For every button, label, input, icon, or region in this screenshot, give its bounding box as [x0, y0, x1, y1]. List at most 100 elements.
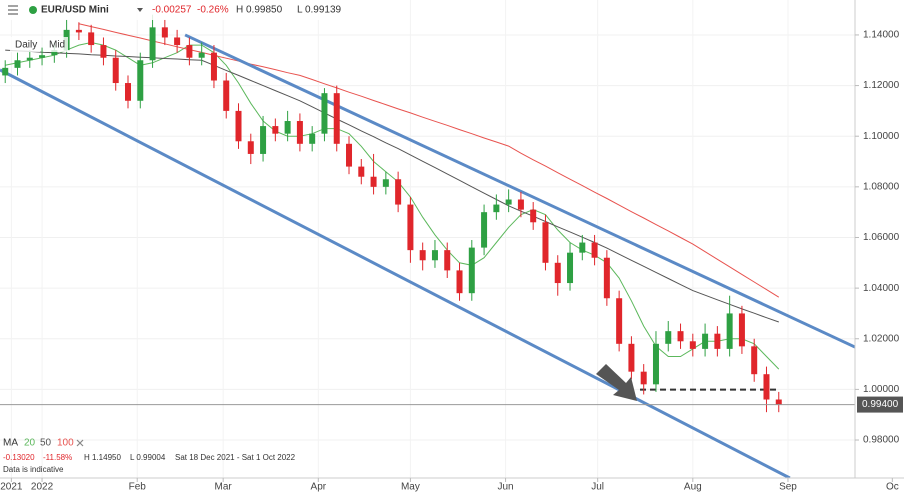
candle-body [333, 93, 340, 144]
candle-body [652, 343, 659, 385]
dropdown-caret[interactable] [137, 8, 143, 12]
candle-body [88, 32, 95, 46]
candle-body [677, 331, 684, 342]
candle-body [112, 57, 119, 84]
candle-body [2, 67, 9, 76]
candle-body [137, 60, 144, 101]
legend-entry[interactable]: 20 [24, 438, 36, 449]
candle-body [26, 57, 33, 61]
period-change-pct: -11.58% [43, 453, 72, 462]
candle-body [296, 121, 303, 144]
candle-body [186, 45, 193, 58]
candle-body [149, 27, 156, 61]
x-tick-label: Feb [129, 482, 147, 493]
candle-body [14, 60, 21, 68]
y-tick-label: 1.14000 [863, 30, 900, 41]
header-bg [0, 0, 400, 20]
candle-body [210, 52, 217, 81]
candle-body [517, 199, 524, 210]
data-layer [0, 14, 904, 480]
candle-body [468, 247, 475, 294]
candle-body [272, 126, 279, 134]
candle-body [554, 262, 561, 284]
candle-body [198, 52, 205, 58]
x-tick-label: Jun [498, 482, 514, 493]
y-tick-label: 0.98000 [863, 435, 900, 446]
status-dot [29, 6, 37, 14]
candle-body [309, 133, 316, 144]
candle-body [321, 93, 328, 134]
header: EUR/USD Mini -0.00257 -0.26% H 0.99850 L… [0, 0, 400, 20]
trendline [0, 68, 791, 480]
low-label: L 0.99139 [297, 5, 342, 16]
candle-body [407, 204, 414, 251]
candle-body [235, 110, 242, 142]
candle-body [714, 333, 721, 349]
candle-body [505, 199, 512, 205]
trendline [184, 33, 904, 372]
instrument-title[interactable]: EUR/USD Mini [41, 5, 109, 16]
y-tick-label: 1.02000 [863, 333, 900, 344]
candle-body [456, 270, 463, 294]
candle-body [665, 331, 672, 344]
candle-body [284, 121, 291, 134]
y-tick-label: 1.10000 [863, 131, 900, 142]
candle-body [775, 399, 782, 405]
candle-body [370, 176, 377, 187]
price-type-buttons: Daily Mid [10, 37, 68, 52]
period-change: -0.13020 [3, 453, 35, 462]
button-bg [10, 37, 40, 52]
legend-entry[interactable]: 100 [57, 438, 74, 449]
candle-body [260, 126, 267, 154]
mid-button[interactable]: Mid [49, 40, 65, 51]
daily-button[interactable]: Daily [15, 40, 37, 51]
x-tick-label: May [401, 482, 420, 493]
candle-body [689, 341, 696, 349]
candle-body [395, 179, 402, 205]
candle-body [358, 166, 365, 177]
candle-body [481, 212, 488, 248]
ma-line [78, 23, 780, 298]
candle-body [628, 343, 635, 372]
legend-entry[interactable]: 50 [40, 438, 52, 449]
high-label: H 0.99850 [236, 5, 283, 16]
y-tick-label: 1.06000 [863, 232, 900, 243]
ma-line [5, 49, 779, 323]
candle-body [542, 222, 549, 263]
menu-icon[interactable] [8, 5, 18, 15]
candle-body [125, 83, 132, 101]
x-tick-label: 2021 [0, 482, 23, 493]
y-tick-label: 1.00000 [863, 384, 900, 395]
period-low: L 0.99004 [130, 453, 166, 462]
candle-body [640, 371, 647, 385]
arrow [596, 364, 637, 401]
y-tick-label: 1.12000 [863, 80, 900, 91]
x-tick-label: Jul [591, 482, 604, 493]
y-tick-label: 1.08000 [863, 181, 900, 192]
period-range: Sat 18 Dec 2021 - Sat 1 Oct 2022 [175, 453, 296, 462]
candle-body [444, 250, 451, 271]
close-icon[interactable] [76, 439, 84, 447]
candle-body [726, 313, 733, 349]
x-tick-label: Apr [311, 482, 327, 493]
candle-body [431, 250, 438, 261]
time-axis-panel [0, 478, 904, 494]
x-tick-label: 2022 [31, 482, 54, 493]
ma-line [5, 41, 780, 370]
candle-body [751, 346, 758, 375]
x-tick-label: Oc [886, 482, 899, 493]
candle-body [530, 209, 537, 223]
candle-body [591, 242, 598, 258]
period-high: H 1.14950 [84, 453, 121, 462]
candle-body [39, 55, 46, 58]
candle-body [419, 250, 426, 261]
change: -0.00257 [152, 5, 192, 16]
candle-body [161, 27, 168, 38]
last-price-box [857, 396, 903, 413]
button-bg [44, 37, 68, 52]
candle-body [603, 257, 610, 299]
candle-body [567, 252, 574, 284]
candle-body [616, 298, 623, 344]
